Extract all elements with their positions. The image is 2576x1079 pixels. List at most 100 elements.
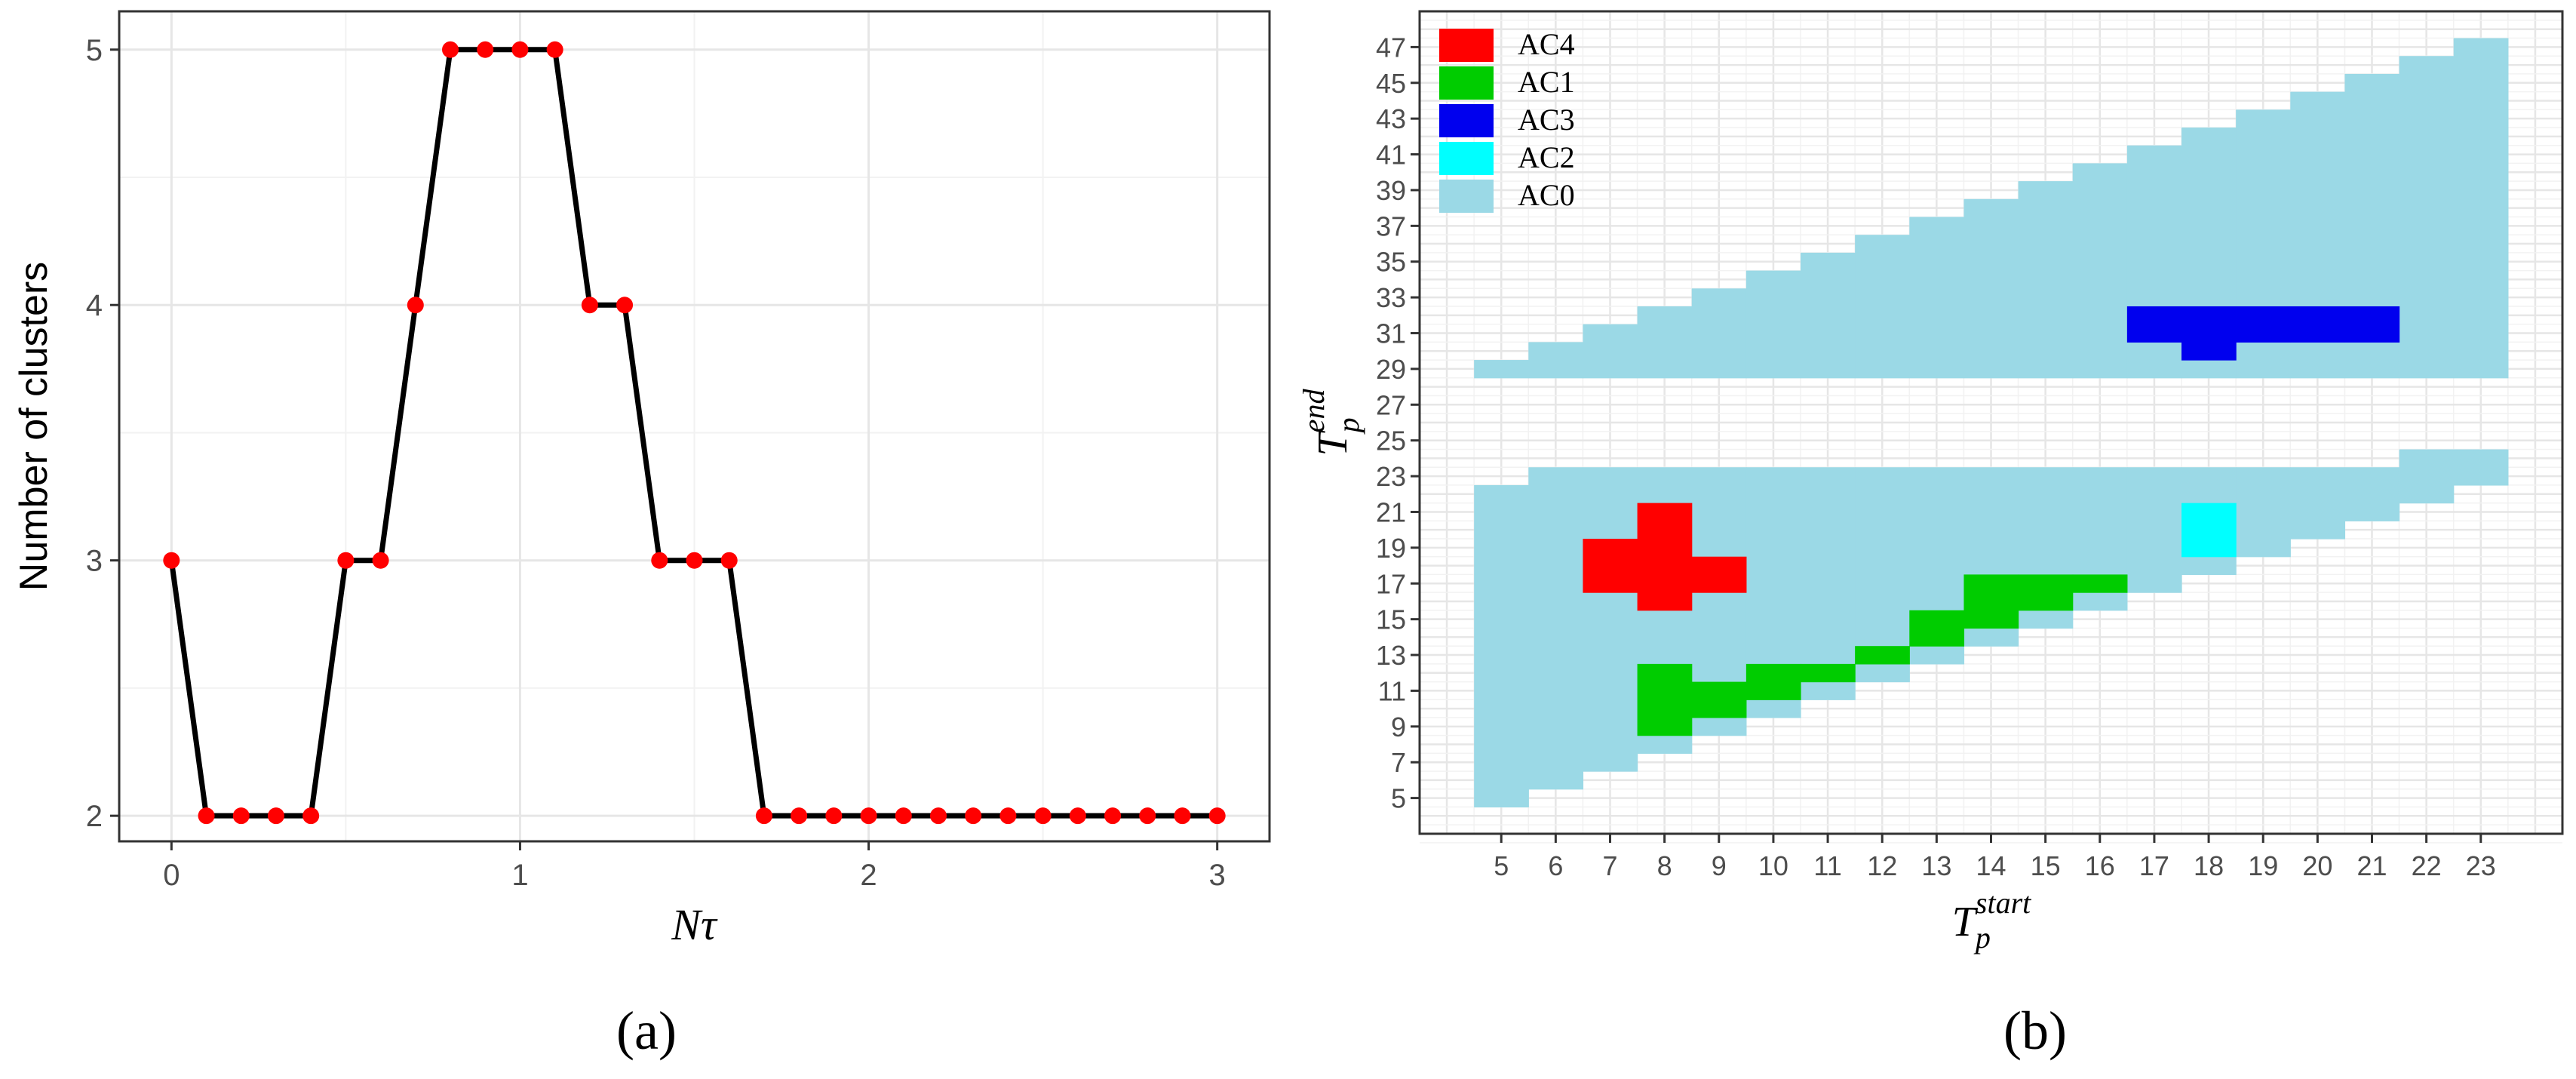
panel-a-data-point [895, 807, 912, 825]
panel-a-data-point [477, 41, 494, 58]
panel-b-ac0-lower-column [2126, 467, 2182, 593]
panel-b-ac0-upper-column [2399, 56, 2455, 379]
panel-a-data-point [1174, 807, 1191, 825]
panel-b-ac4-cell [1583, 539, 1638, 593]
panel-b-ylabel: Tpend [1297, 389, 1365, 456]
panel-b-xtick-label: 12 [1867, 850, 1897, 881]
panel-b-xtick-label: 5 [1494, 850, 1509, 881]
panel-b-xtick-label: 19 [2248, 850, 2278, 881]
panel-b-ac1-cell [1801, 663, 1856, 683]
panel-b-ytick-label: 41 [1376, 140, 1406, 171]
panel-b-ac1-cell [1909, 610, 1965, 647]
panel-b-ytick-label: 21 [1376, 496, 1406, 527]
panel-b-ac4-cell [1637, 503, 1693, 611]
panel-b-ac0-lower-column [1801, 467, 1856, 700]
panel-b-ylabel-sup: end [1297, 389, 1331, 433]
panel-a-data-point [860, 807, 877, 825]
panel-a-data-point [372, 552, 389, 569]
panel-b-xtick-label: 15 [2031, 850, 2061, 881]
panel-b-ytick-label: 9 [1391, 712, 1406, 742]
panel-b-xlabel-sup: start [1976, 886, 2031, 920]
panel-a-label: (a) [616, 1001, 677, 1061]
panel-a-data-point [442, 41, 459, 58]
panel-b-legend-swatch-ac1 [1439, 66, 1494, 100]
panel-b-ac0-upper-column [2018, 181, 2074, 379]
panel-b-xtick-label: 17 [2139, 850, 2169, 881]
panel-b-xtick-label: 10 [1758, 850, 1788, 881]
panel-b-ac0-upper-column [2072, 163, 2128, 379]
panel-b-ac3-cell [2126, 306, 2182, 343]
panel-b-cells [1474, 38, 2509, 808]
panel-b-ac0-lower-column [2290, 467, 2346, 540]
panel-a-ytick-label: 3 [86, 545, 103, 578]
panel-b-ytick-label: 7 [1391, 747, 1406, 778]
panel-a-data-point [1208, 807, 1226, 825]
panel-b-ac1-cell [2072, 574, 2128, 593]
panel-a-xlabel-n: N [671, 900, 703, 949]
panel-b-ac0-upper-column [1801, 252, 1856, 379]
panel-b-ac0-upper-column [1583, 324, 1638, 379]
panel-b-ac0-lower-column [2236, 467, 2291, 558]
panel-b-xlabel: Tpstart [1952, 886, 2031, 954]
panel-b-ac0-lower-column [2399, 449, 2455, 504]
panel-b-ytick-label: 43 [1376, 103, 1406, 134]
panel-b-ac0-lower-column [2453, 449, 2509, 486]
panel-b-ac1-cell [2018, 574, 2074, 611]
panel-b-ytick-label: 23 [1376, 461, 1406, 492]
panel-b-legend-swatch-ac0 [1439, 180, 1494, 213]
panel-b-ytick-label: 47 [1376, 32, 1406, 63]
panel-b-xtick-label: 22 [2412, 850, 2442, 881]
panel-b-ytick-label: 29 [1376, 354, 1406, 385]
panel-b-ac0-lower-column [1583, 467, 1638, 772]
panel-b-xtick-label: 21 [2356, 850, 2387, 881]
panel-b-xtick-label: 8 [1657, 850, 1672, 881]
panel-b-legend-label-ac0: AC0 [1518, 178, 1575, 212]
panel-a-ytick-label: 2 [86, 800, 103, 833]
panel-b-legend-label-ac3: AC3 [1518, 103, 1575, 137]
panel-b-xtick-label: 14 [1976, 850, 2006, 881]
panel-b-label: (b) [2003, 1001, 2067, 1061]
panel-b-xtick-label: 20 [2302, 850, 2332, 881]
panel-b-ac0-upper-column [1909, 217, 1965, 379]
panel-b-ytick-label: 13 [1376, 640, 1406, 671]
panel-b-ac1-cell [1963, 574, 2019, 629]
panel-b-xlabel-main: T [1952, 899, 1979, 945]
panel-a-data-point [1034, 807, 1052, 825]
panel-b-ac4-cell [1691, 556, 1747, 593]
panel-b-ac0-upper-column [1745, 270, 1801, 379]
panel-b-ytick-label: 31 [1376, 318, 1406, 349]
panel-a-ylabel: Number of clusters [12, 262, 56, 591]
panel-a-data-point [755, 807, 772, 825]
panel-b-ac0-upper-column [1855, 235, 1910, 379]
panel-a-ytick-label: 5 [86, 34, 103, 67]
panel-a-data-point [1104, 807, 1122, 825]
panel-b-xtick-label: 11 [1813, 850, 1841, 881]
panel-b-xtick-label: 7 [1602, 850, 1617, 881]
panel-b-legend-label-ac4: AC4 [1518, 27, 1575, 61]
panel-b-ytick-label: 27 [1376, 389, 1406, 420]
panel-a-data-point [791, 807, 808, 825]
panel-a-ticks: 0 1 2 3 2 3 4 5 [86, 34, 1226, 892]
panel-b-ytick-label: 19 [1376, 533, 1406, 564]
panel-a-data-point [686, 552, 703, 569]
panel-b-ac0-upper-column [2453, 38, 2509, 379]
panel-b-legend-swatch-ac4 [1439, 29, 1494, 62]
panel-b-xtick-label: 23 [2466, 850, 2496, 881]
panel-b-xlabel-sub: p [1973, 921, 1991, 954]
panel-a-data-point [581, 297, 598, 314]
panel-a-data-point [825, 807, 843, 825]
panel-a-data-point [1069, 807, 1086, 825]
panel-a-data-point [720, 552, 738, 569]
panel-b-ac3-cell [2236, 306, 2291, 343]
panel-a-ytick-label: 4 [86, 289, 103, 322]
panel-b-xtick-label: 13 [1921, 850, 1951, 881]
panel-a-data-point [163, 552, 180, 569]
panel-a-data-point [651, 552, 668, 569]
panel-a-data-point [407, 297, 424, 314]
panel-a-xtick-label: 3 [1209, 859, 1226, 892]
panel-b-ac3-cell [2344, 306, 2400, 343]
panel-b: 5 6 7 8 9 10 11 12 13 14 15 16 17 18 19 20 21 22 23 5 7 9 11 13… [1297, 10, 2564, 1061]
panel-b-xtick-label: 6 [1548, 850, 1563, 881]
panel-a-data-point [337, 552, 355, 569]
panel-b-xtick-label: 16 [2085, 850, 2115, 881]
